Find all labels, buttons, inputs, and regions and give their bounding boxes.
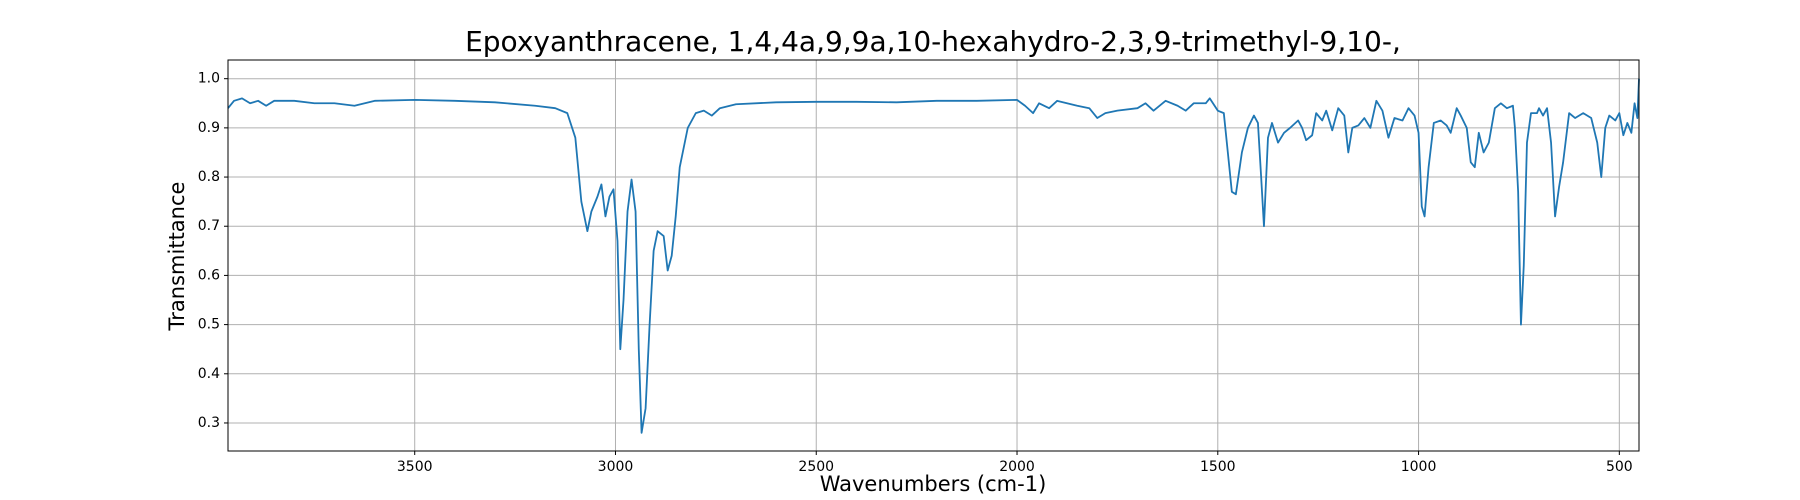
x-tick-label: 1000 [1401,459,1437,475]
spectrum-line [227,78,1640,434]
y-tick-label: 0.3 [198,415,220,431]
y-tick-label: 0.8 [198,169,220,185]
x-tick-label: 2000 [999,459,1035,475]
y-tick-label: 0.7 [198,218,220,234]
x-tick-label: 500 [1606,459,1633,475]
x-tick-label: 2500 [798,459,834,475]
y-tick-label: 1.0 [198,71,220,87]
plot-frame [227,59,1640,452]
y-tick-label: 0.5 [198,317,220,333]
x-tick-label: 1500 [1200,459,1236,475]
y-tick-label: 0.4 [198,366,220,382]
y-axis-label: Transmittance [165,182,189,332]
x-axis-label: Wavenumbers (cm-1) [820,472,1047,496]
x-tick-label: 3500 [397,459,433,475]
y-tick-label: 0.9 [198,120,220,136]
x-tick-label: 3000 [598,459,634,475]
y-tick-label: 0.6 [198,267,220,283]
chart-title: Epoxyanthracene, 1,4,4a,9,9a,10-hexahydr… [465,25,1401,58]
